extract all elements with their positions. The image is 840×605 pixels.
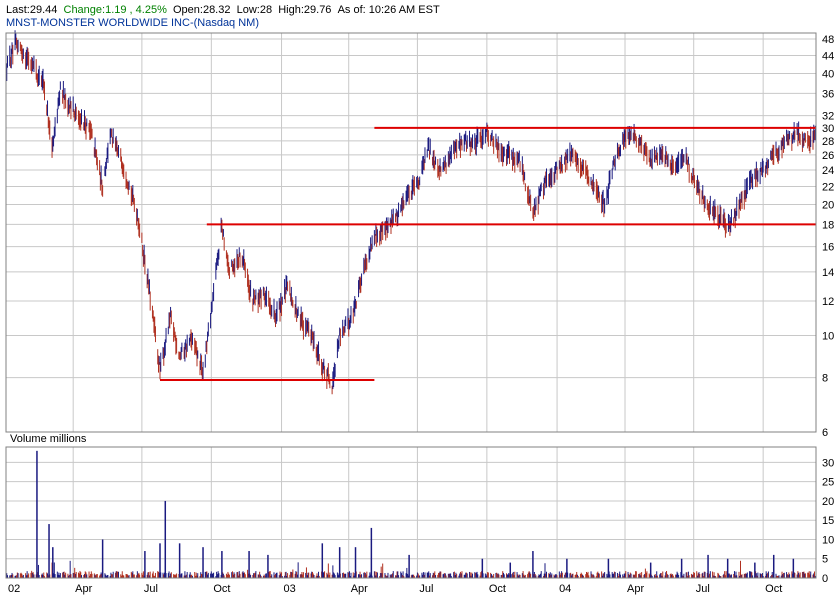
price-tick-label: 16 bbox=[822, 242, 834, 254]
price-panel-frame bbox=[5, 32, 817, 433]
price-tick-label: 18 bbox=[822, 219, 834, 231]
open-price: Open:28.32 bbox=[172, 4, 231, 16]
price-tick-label: 44 bbox=[822, 50, 834, 62]
price-grid bbox=[5, 33, 816, 433]
price-tick-label: 28 bbox=[822, 136, 834, 148]
date-axis: 02 Apr Jul Oct 03 Apr Jul Oct 04 Apr Jul Oct bbox=[8, 583, 782, 595]
volume-tick-label: 20 bbox=[822, 496, 834, 508]
volume-tick-label: 30 bbox=[822, 457, 834, 469]
price-series bbox=[5, 30, 817, 395]
volume-panel-frame bbox=[5, 446, 817, 579]
price-tick-label: 26 bbox=[822, 150, 834, 162]
x-tick-label: Jul bbox=[144, 583, 158, 595]
x-tick-label: Jul bbox=[696, 583, 710, 595]
price-tick-label: 8 bbox=[822, 373, 828, 385]
price-tick-label: 24 bbox=[822, 165, 834, 177]
x-tick-label: Apr bbox=[75, 583, 92, 595]
price-tick-label: 20 bbox=[822, 199, 834, 211]
volume-series bbox=[5, 450, 817, 578]
x-tick-label: 03 bbox=[284, 583, 296, 595]
price-change: Change:1.19 , 4.25% bbox=[63, 4, 167, 16]
high-price: High:29.76 bbox=[278, 4, 332, 16]
price-tick-label: 22 bbox=[822, 181, 834, 193]
price-tick-label: 12 bbox=[822, 296, 834, 308]
x-tick-label: Oct bbox=[489, 583, 506, 595]
price-tick-label: 36 bbox=[822, 88, 834, 100]
price-tick-label: 6 bbox=[822, 427, 828, 439]
volume-tick-label: 5 bbox=[822, 554, 828, 566]
price-tick-label: 40 bbox=[822, 68, 834, 80]
x-tick-label: Oct bbox=[213, 583, 230, 595]
x-tick-label: Jul bbox=[419, 583, 433, 595]
price-tick-label: 48 bbox=[822, 34, 834, 46]
price-tick-label: 14 bbox=[822, 267, 834, 279]
volume-tick-label: 25 bbox=[822, 477, 834, 489]
low-price: Low:28 bbox=[236, 4, 273, 16]
volume-grid bbox=[5, 447, 816, 579]
price-tick-label: 32 bbox=[822, 111, 834, 123]
price-tick-label: 30 bbox=[822, 123, 834, 135]
as-of-time: As of: 10:26 AM EST bbox=[337, 4, 440, 16]
x-tick-label: 02 bbox=[8, 583, 20, 595]
x-tick-label: 04 bbox=[559, 583, 571, 595]
last-price: Last:29.44 bbox=[6, 4, 58, 16]
volume-tick-label: 10 bbox=[822, 534, 834, 546]
x-tick-label: Apr bbox=[351, 583, 368, 595]
volume-tick-label: 15 bbox=[822, 515, 834, 527]
x-tick-label: Oct bbox=[765, 583, 782, 595]
volume-axis: 30 25 20 15 10 5 0 bbox=[822, 457, 834, 585]
quote-header: Last:29.44 Change:1.19 , 4.25% Open:28.3… bbox=[6, 3, 440, 17]
chart-title: MNST-MONSTER WORLDWIDE INC-(Nasdaq NM) bbox=[6, 17, 260, 29]
trendlines bbox=[159, 126, 816, 382]
x-tick-label: Apr bbox=[627, 583, 644, 595]
price-tick-label: 10 bbox=[822, 330, 834, 342]
volume-label: Volume millions bbox=[10, 433, 87, 445]
volume-tick-label: 0 bbox=[822, 573, 828, 585]
